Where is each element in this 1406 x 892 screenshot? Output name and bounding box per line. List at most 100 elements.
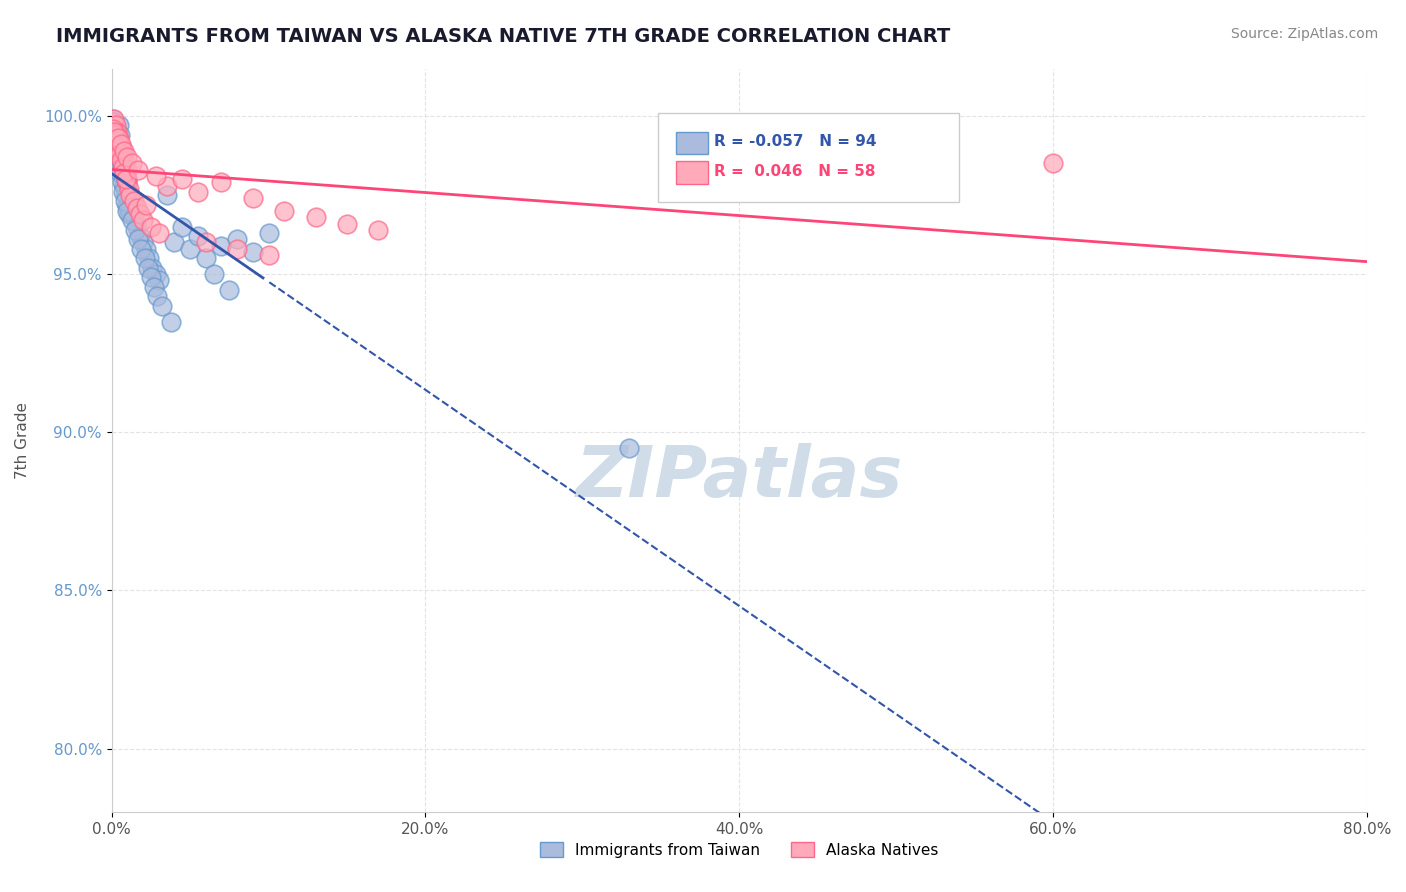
Point bbox=[148, 273, 170, 287]
Point bbox=[103, 115, 125, 129]
Point bbox=[101, 112, 124, 127]
Point bbox=[128, 229, 150, 244]
Point bbox=[131, 242, 153, 256]
Point bbox=[120, 188, 142, 202]
Point bbox=[105, 134, 128, 148]
Point bbox=[141, 260, 163, 275]
Point bbox=[155, 188, 177, 202]
Point bbox=[112, 162, 135, 177]
Point bbox=[115, 162, 138, 177]
Point bbox=[111, 140, 134, 154]
Point bbox=[145, 169, 167, 183]
Text: ZIPatlas: ZIPatlas bbox=[575, 442, 903, 512]
Point bbox=[114, 188, 136, 202]
Point bbox=[105, 125, 128, 139]
Point bbox=[134, 252, 156, 266]
Point bbox=[226, 232, 249, 246]
Point bbox=[122, 194, 145, 209]
Point bbox=[111, 169, 134, 183]
Point bbox=[132, 213, 155, 227]
Point bbox=[115, 172, 138, 186]
Point bbox=[104, 121, 127, 136]
Point bbox=[172, 219, 194, 234]
Point bbox=[110, 160, 132, 174]
Point bbox=[114, 162, 136, 177]
Point bbox=[105, 131, 128, 145]
Point bbox=[107, 137, 129, 152]
Point bbox=[108, 147, 131, 161]
Point bbox=[112, 150, 135, 164]
Point bbox=[101, 115, 124, 129]
Point bbox=[101, 115, 124, 129]
Point bbox=[114, 194, 136, 209]
Point bbox=[118, 182, 141, 196]
Point bbox=[242, 244, 264, 259]
Point bbox=[115, 203, 138, 218]
Point bbox=[103, 121, 125, 136]
Point bbox=[139, 270, 162, 285]
Point bbox=[148, 226, 170, 240]
Point bbox=[111, 156, 134, 170]
Point bbox=[273, 203, 295, 218]
Point bbox=[111, 156, 134, 170]
Point bbox=[112, 150, 135, 164]
Point bbox=[124, 223, 146, 237]
Point bbox=[128, 207, 150, 221]
Point bbox=[105, 131, 128, 145]
Point bbox=[114, 166, 136, 180]
Bar bbox=[676, 132, 707, 154]
Point bbox=[104, 137, 127, 152]
Point bbox=[172, 172, 194, 186]
Point bbox=[108, 147, 131, 161]
Point bbox=[125, 219, 148, 234]
Point bbox=[202, 267, 225, 281]
Point bbox=[132, 235, 155, 250]
Bar bbox=[676, 161, 707, 184]
Point bbox=[104, 121, 127, 136]
Point bbox=[218, 283, 240, 297]
Point bbox=[111, 160, 134, 174]
Text: R = -0.057   N = 94: R = -0.057 N = 94 bbox=[714, 134, 876, 149]
Point bbox=[114, 166, 136, 180]
Point bbox=[163, 235, 186, 250]
Point bbox=[110, 150, 132, 164]
Point bbox=[143, 279, 166, 293]
Point bbox=[110, 153, 132, 168]
Point bbox=[110, 150, 132, 164]
Point bbox=[112, 178, 135, 193]
Legend: Immigrants from Taiwan, Alaska Natives: Immigrants from Taiwan, Alaska Natives bbox=[534, 836, 945, 863]
Point bbox=[112, 178, 135, 193]
Point bbox=[127, 232, 149, 246]
Point bbox=[122, 210, 145, 224]
Point bbox=[135, 197, 157, 211]
Point bbox=[104, 128, 127, 142]
Point bbox=[112, 185, 135, 199]
Point bbox=[110, 137, 132, 152]
Point bbox=[187, 185, 209, 199]
Point bbox=[117, 197, 139, 211]
Point bbox=[155, 178, 177, 193]
Point bbox=[110, 156, 132, 170]
Point bbox=[112, 144, 135, 158]
Point bbox=[257, 226, 280, 240]
Point bbox=[1042, 156, 1064, 170]
Point bbox=[103, 121, 125, 136]
Point bbox=[367, 223, 389, 237]
Point bbox=[242, 191, 264, 205]
Point bbox=[104, 125, 127, 139]
Point bbox=[257, 248, 280, 262]
Point bbox=[105, 131, 128, 145]
Point bbox=[107, 131, 129, 145]
Point bbox=[194, 252, 217, 266]
Point bbox=[103, 125, 125, 139]
Point bbox=[226, 242, 249, 256]
Point bbox=[336, 217, 359, 231]
Point bbox=[138, 252, 160, 266]
Point bbox=[103, 112, 125, 127]
Point bbox=[114, 156, 136, 170]
Point bbox=[107, 140, 129, 154]
Point bbox=[107, 137, 129, 152]
Point bbox=[108, 137, 131, 152]
Point bbox=[104, 128, 127, 142]
Point bbox=[101, 119, 124, 133]
